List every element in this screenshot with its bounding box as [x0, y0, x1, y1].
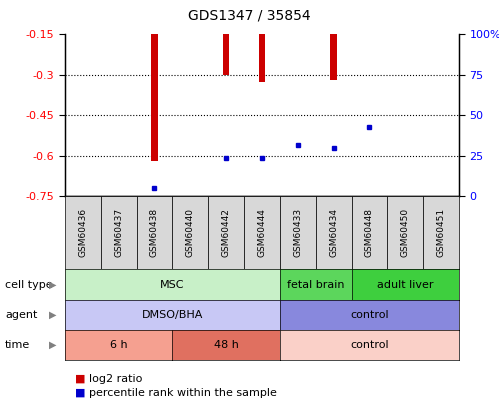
Text: GSM60444: GSM60444	[257, 209, 266, 257]
FancyBboxPatch shape	[244, 196, 280, 269]
Text: GSM60442: GSM60442	[222, 209, 231, 257]
Text: adult liver: adult liver	[377, 279, 434, 290]
FancyBboxPatch shape	[352, 196, 387, 269]
Text: ▶: ▶	[48, 340, 56, 350]
Bar	[330, 34, 337, 80]
Text: GSM60437: GSM60437	[114, 208, 123, 258]
Text: log2 ratio: log2 ratio	[89, 374, 142, 384]
Bar	[259, 34, 265, 82]
Text: ■: ■	[75, 374, 85, 384]
FancyBboxPatch shape	[280, 196, 316, 269]
Text: ▶: ▶	[48, 310, 56, 320]
Text: ■: ■	[75, 388, 85, 398]
Text: GSM60440: GSM60440	[186, 209, 195, 257]
FancyBboxPatch shape	[423, 196, 459, 269]
Text: 6 h: 6 h	[110, 340, 127, 350]
Text: percentile rank within the sample: percentile rank within the sample	[89, 388, 277, 398]
Text: GSM60433: GSM60433	[293, 208, 302, 258]
Text: GSM60450: GSM60450	[401, 208, 410, 258]
FancyBboxPatch shape	[316, 196, 352, 269]
Text: GSM60434: GSM60434	[329, 209, 338, 257]
Text: MSC: MSC	[160, 279, 185, 290]
Text: 48 h: 48 h	[214, 340, 239, 350]
FancyBboxPatch shape	[137, 196, 172, 269]
Text: agent: agent	[5, 310, 37, 320]
Text: GSM60451: GSM60451	[437, 208, 446, 258]
Text: cell type: cell type	[5, 279, 52, 290]
Bar	[151, 34, 158, 161]
FancyBboxPatch shape	[65, 196, 101, 269]
Text: GSM60448: GSM60448	[365, 209, 374, 257]
Bar	[223, 34, 230, 75]
Text: control: control	[350, 310, 389, 320]
FancyBboxPatch shape	[101, 196, 137, 269]
FancyBboxPatch shape	[172, 196, 208, 269]
Text: DMSO/BHA: DMSO/BHA	[142, 310, 203, 320]
Text: GDS1347 / 35854: GDS1347 / 35854	[188, 8, 311, 22]
Text: ▶: ▶	[48, 279, 56, 290]
Text: GSM60438: GSM60438	[150, 208, 159, 258]
FancyBboxPatch shape	[387, 196, 423, 269]
FancyBboxPatch shape	[208, 196, 244, 269]
Text: time: time	[5, 340, 30, 350]
Text: GSM60436: GSM60436	[78, 208, 87, 258]
Text: fetal brain: fetal brain	[287, 279, 344, 290]
Text: control: control	[350, 340, 389, 350]
